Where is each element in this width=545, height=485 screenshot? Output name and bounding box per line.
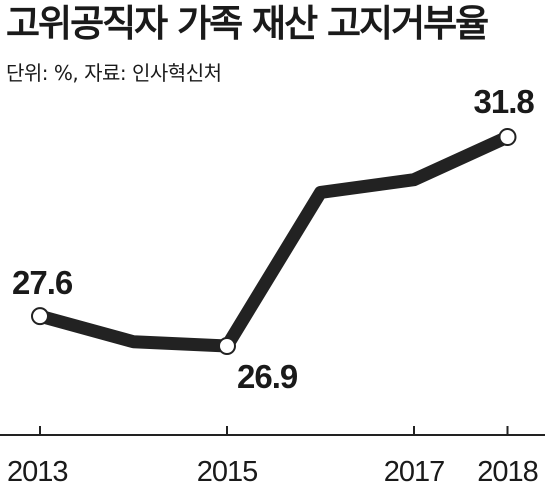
data-point-2015	[218, 337, 236, 355]
data-point-2013	[31, 307, 49, 326]
x-tick-label-2018: 2018	[477, 456, 538, 485]
x-tick-label-2015: 2015	[197, 456, 258, 485]
data-point-2018	[498, 128, 517, 146]
x-tick-label-2017: 2017	[384, 456, 445, 485]
chart-title: 고위공직자 가족 재산 고지거부율	[6, 2, 489, 45]
series-line	[38, 131, 511, 353]
data-label-2015: 26.9	[237, 358, 298, 395]
data-label-2013: 27.6	[12, 264, 73, 301]
data-label-2018: 31.8	[474, 83, 535, 120]
x-tick-label-2013: 2013	[7, 456, 68, 485]
chart-subtitle: 단위: %, 자료: 인사혁신처	[6, 61, 222, 85]
